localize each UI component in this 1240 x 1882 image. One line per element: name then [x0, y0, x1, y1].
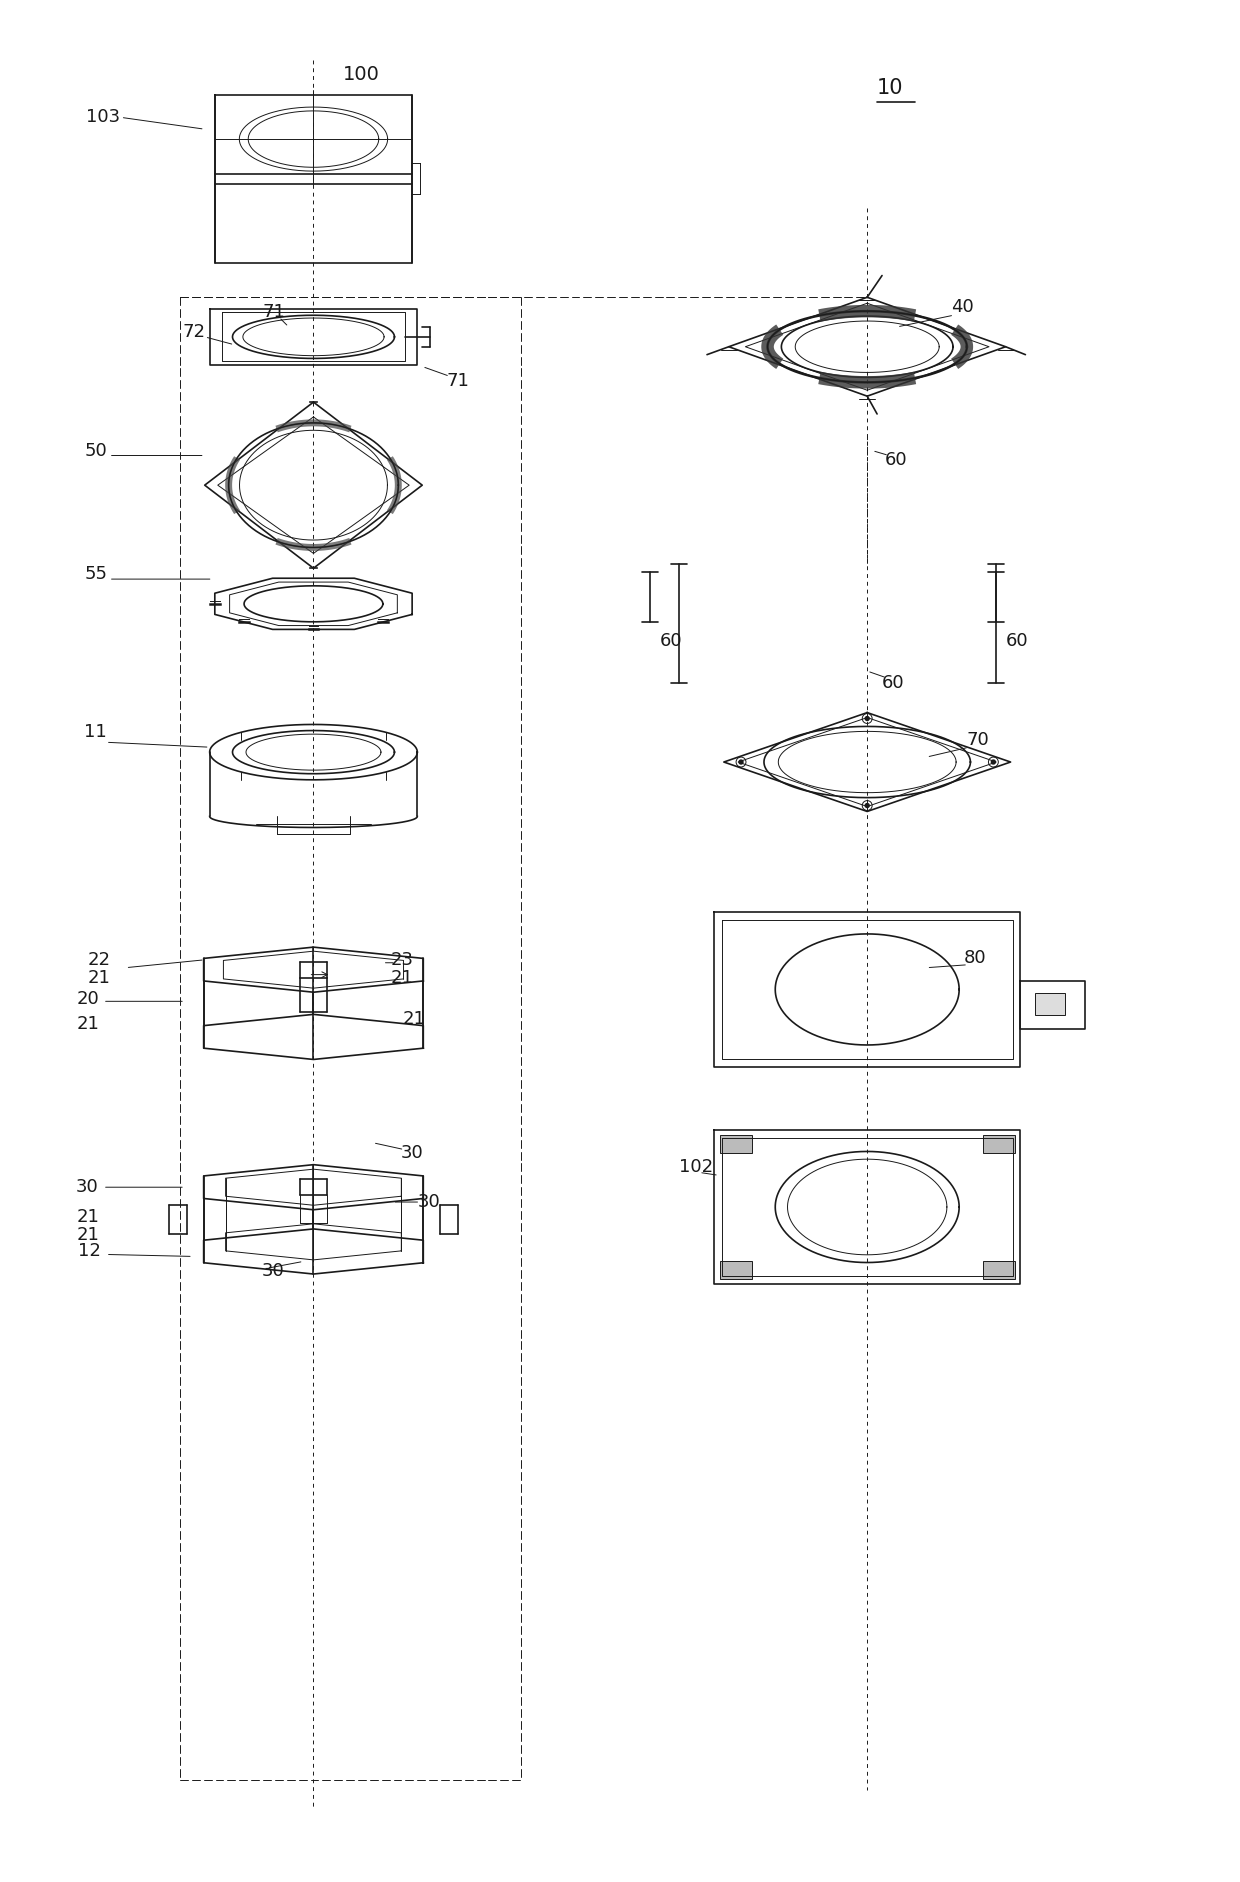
Text: 60: 60: [882, 674, 905, 693]
Text: 103: 103: [86, 109, 120, 126]
Text: 71: 71: [262, 303, 285, 322]
Text: 21: 21: [76, 1208, 99, 1225]
Text: 50: 50: [84, 442, 107, 459]
Text: 10: 10: [877, 77, 904, 98]
Text: 22: 22: [88, 950, 112, 969]
Text: 55: 55: [84, 565, 107, 583]
Text: 30: 30: [76, 1178, 99, 1197]
Text: 40: 40: [951, 297, 973, 316]
Text: 71: 71: [446, 373, 470, 390]
Bar: [983, 1261, 1014, 1280]
Text: 20: 20: [76, 990, 99, 1009]
Text: 72: 72: [184, 324, 206, 341]
Text: 30: 30: [418, 1193, 440, 1210]
Text: 21: 21: [76, 1225, 99, 1244]
Text: 30: 30: [262, 1263, 285, 1280]
Text: 70: 70: [966, 732, 988, 749]
Text: 21: 21: [403, 1011, 425, 1028]
Circle shape: [866, 804, 869, 807]
Bar: [1035, 994, 1065, 1014]
Text: 21: 21: [76, 1014, 99, 1033]
Text: 80: 80: [965, 949, 987, 967]
Text: 100: 100: [343, 66, 379, 85]
Text: 21: 21: [391, 969, 413, 986]
Circle shape: [866, 717, 869, 721]
Text: 60: 60: [660, 632, 682, 651]
Text: 11: 11: [84, 723, 107, 742]
Text: 30: 30: [401, 1144, 423, 1161]
Text: 60: 60: [885, 452, 908, 469]
Text: 102: 102: [680, 1159, 713, 1176]
Text: 12: 12: [78, 1242, 100, 1261]
Bar: [720, 1135, 751, 1152]
Text: 60: 60: [1006, 632, 1028, 651]
Bar: [720, 1261, 751, 1280]
Circle shape: [739, 760, 743, 764]
Text: 23: 23: [391, 950, 414, 969]
Circle shape: [992, 760, 996, 764]
Bar: [983, 1135, 1014, 1152]
Text: 21: 21: [88, 969, 110, 986]
